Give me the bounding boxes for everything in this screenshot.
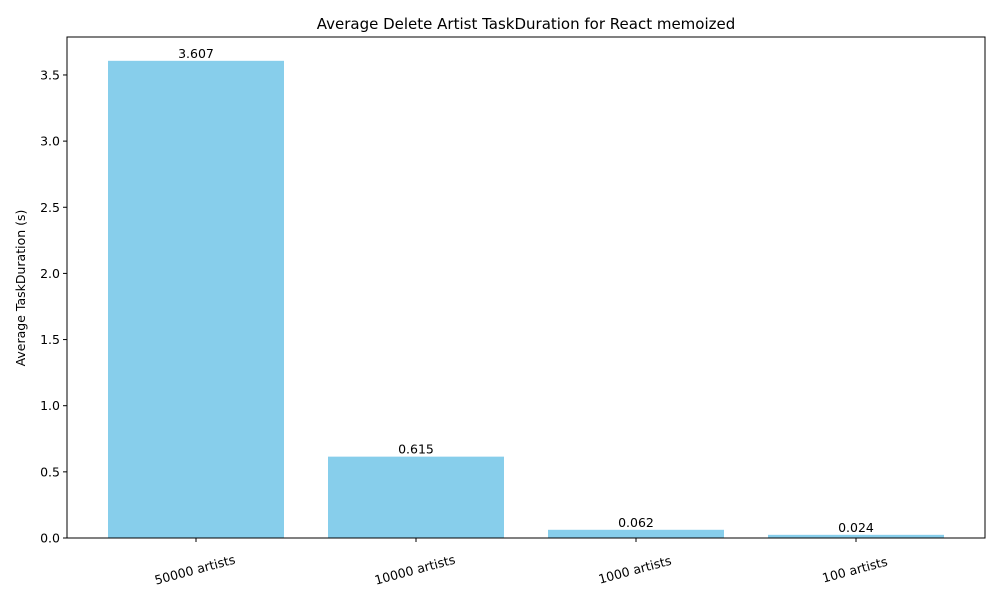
chart-title: Average Delete Artist TaskDuration for R…: [317, 15, 736, 33]
bar-value-labels: 3.607 0.615 0.062 0.024: [178, 46, 874, 535]
x-tick-label: 100 artists: [821, 554, 890, 586]
y-tick-label: 0.5: [40, 464, 60, 479]
bar-value-label: 3.607: [178, 46, 214, 61]
bars-group: [108, 60, 944, 538]
x-axis-ticks: 50000 artists 10000 artists 1000 artists 10…: [153, 538, 889, 588]
bar-value-label: 0.615: [398, 442, 434, 457]
x-tick-label: 10000 artists: [373, 552, 457, 588]
x-tick-label: 50000 artists: [153, 552, 237, 588]
y-tick-label: 2.5: [40, 200, 60, 215]
bar: [108, 60, 284, 538]
y-tick-label: 1.5: [40, 332, 60, 347]
y-tick-label: 2.0: [40, 266, 60, 281]
y-axis-label: Average TaskDuration (s): [13, 210, 28, 367]
bar-value-label: 0.062: [618, 515, 654, 530]
plot-frame: [66, 36, 986, 539]
y-axis-ticks: 0.0 0.5 1.0 1.5 2.0 2.5 3.0 3.5: [40, 67, 67, 546]
x-tick-label: 1000 artists: [597, 553, 673, 587]
bar-value-label: 0.024: [838, 520, 874, 535]
y-tick-label: 3.5: [40, 67, 60, 82]
bar: [768, 534, 944, 538]
bar: [328, 456, 504, 538]
bar: [548, 529, 724, 538]
y-tick-label: 3.0: [40, 134, 60, 149]
y-tick-label: 0.0: [40, 531, 60, 546]
y-tick-label: 1.0: [40, 398, 60, 413]
